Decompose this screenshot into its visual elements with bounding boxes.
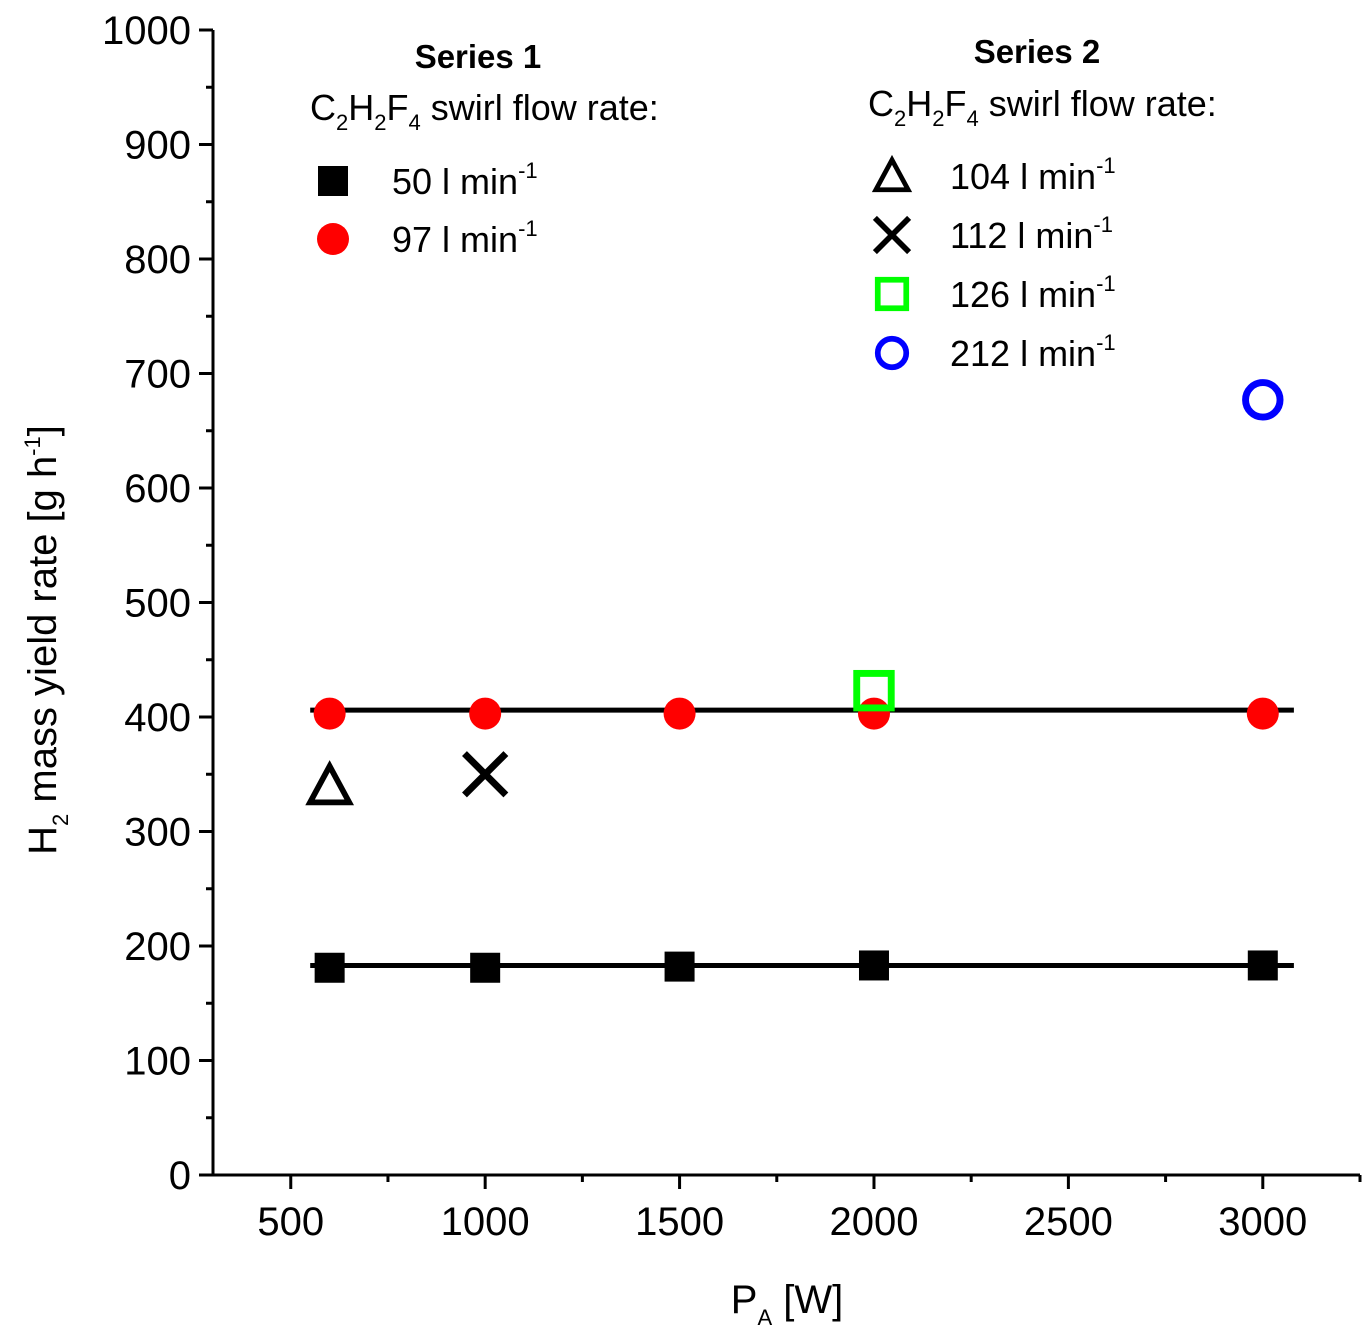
data-point-open-circle [874,335,910,371]
cross-stroke [872,215,912,255]
y-tick-label: 100 [124,1040,191,1084]
y-tick-label: 400 [124,696,191,740]
data-point-cross [872,215,912,255]
data-point-circle [1246,697,1279,730]
data-marks [305,379,1284,983]
x-tick-label: 1500 [635,1200,724,1244]
legend-series2-subtitle: C2H2F4 swirl flow rate: [868,83,1217,131]
legend-series2-title: Series 2 [974,33,1101,70]
series-open-circle [1242,379,1284,421]
legend: 50 l min-1 97 l min-1 104 l min-1 112 l min… [317,153,1116,374]
data-point-square [314,952,345,983]
x-tick-label: 2500 [1024,1200,1113,1244]
data-point-square [1247,950,1278,981]
series-filled-square [314,950,1278,983]
legend-label: 50 l min-1 [392,158,538,202]
legend-label: 212 l min-1 [950,330,1116,374]
data-point-open-square [853,669,895,712]
data-point-cross [462,751,509,798]
y-tick-label: 800 [124,238,191,282]
y-axis-title: H2 mass yield rate [g h-1] [20,425,73,855]
data-point-circle [469,697,502,730]
cross-stroke [462,751,509,798]
axes: 0 100 200 300 400 500 600 700 800 900 1000 500 1000 1… [102,9,1362,1244]
data-point-circle [663,697,696,730]
series-open-square [853,669,895,712]
data-point-square [858,950,889,981]
y-tick-label: 200 [124,925,191,969]
legend-label: 126 l min-1 [950,271,1116,315]
fit-lines [310,707,1294,968]
legend-label: 104 l min-1 [950,153,1116,197]
data-point-triangle [305,760,355,806]
y-tick-label: 0 [169,1154,191,1198]
x-tick-label: 1000 [441,1200,530,1244]
data-point-circle [313,697,346,730]
y-tick-label: 1000 [102,9,191,53]
y-tick-label: 700 [124,353,191,397]
data-point-triangle [871,154,913,193]
data-point-open-square [874,276,910,312]
data-point-open-circle [1242,379,1284,421]
data-point-circle [317,223,349,255]
x-tick-label: 3000 [1218,1200,1307,1244]
data-point-circle [857,697,890,730]
data-point-square [470,952,501,983]
data-point-square [664,951,695,982]
legend-series1-title: Series 1 [415,38,542,75]
y-tick-label: 300 [124,811,191,855]
data-point-square [318,166,348,196]
legend-label: 112 l min-1 [950,212,1113,256]
series-cross [462,751,509,798]
series-filled-circle [313,697,1279,730]
legend-series1-subtitle: C2H2F4 swirl flow rate: [310,87,659,135]
y-tick-label: 500 [124,582,191,626]
series-open-triangle [305,760,355,806]
y-tick-label: 900 [124,124,191,168]
x-axis-title: PA [W] [731,1278,843,1330]
y-tick-label: 600 [124,467,191,511]
x-tick-label: 2000 [829,1200,918,1244]
legend-label: 97 l min-1 [392,216,538,260]
x-tick-label: 500 [257,1200,324,1244]
